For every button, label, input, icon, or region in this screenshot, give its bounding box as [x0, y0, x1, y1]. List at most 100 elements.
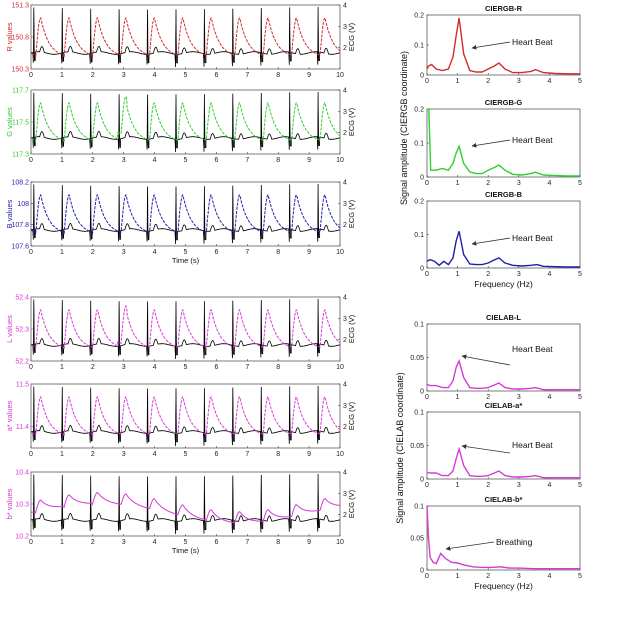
- x-tick-label: 6: [214, 539, 218, 546]
- x-tick-label: 0: [425, 78, 429, 85]
- y2-tick-label: 4: [343, 470, 347, 477]
- x-tick-label: 0: [29, 539, 33, 546]
- x-tick-label: 9: [307, 157, 311, 164]
- x-tick-label: 2: [486, 180, 490, 187]
- x-tick-label: 8: [276, 539, 280, 546]
- plot-frame: [426, 323, 581, 392]
- x-tick-label: 2: [486, 78, 490, 85]
- y2-axis-label: ECG (V): [347, 107, 356, 136]
- y-tick-label: 11.5: [16, 382, 29, 389]
- x-tick-label: 7: [245, 72, 249, 79]
- x-tick-label: 10: [336, 249, 344, 256]
- y-axis-label: R values: [5, 22, 14, 51]
- y-axis-label: b* values: [5, 488, 14, 519]
- x-tick-label: 10: [336, 451, 344, 458]
- x-tick-label: 1: [60, 364, 64, 371]
- panel-title: CIELAB-L: [486, 313, 521, 322]
- color-series-line: [30, 396, 341, 437]
- y-tick-label: 108.2: [11, 180, 29, 187]
- x-tick-label: 4: [547, 394, 551, 401]
- y-tick-label: 0.1: [414, 410, 424, 417]
- x-tick-label: 2: [486, 482, 490, 489]
- y2-tick-label: 3: [343, 109, 347, 116]
- spectrum-series-line: [426, 358, 580, 391]
- y-tick-label: 10.3: [15, 502, 29, 509]
- x-tick-label: 7: [245, 249, 249, 256]
- y-tick-label: 150.8: [11, 35, 29, 42]
- spectrum-series-line: [426, 230, 580, 268]
- x-tick-label: 9: [307, 451, 311, 458]
- spectrum-series-line: [427, 108, 580, 177]
- annotation-text: Heart Beat: [512, 37, 553, 47]
- x-tick-label: 2: [486, 573, 490, 580]
- x-tick-label: 1: [456, 482, 460, 489]
- x-axis-label: Frequency (Hz): [474, 279, 533, 289]
- x-tick-label: 0: [29, 451, 33, 458]
- color-series-line: [30, 17, 341, 58]
- panel-g-values: 0 1 2 3 4 5 6 7 8 9 10 117.3 117.5 117.7 2 3 4 G values EC…: [5, 88, 356, 165]
- y-tick-label: 0.05: [410, 443, 424, 450]
- x-tick-label: 1: [456, 180, 460, 187]
- x-tick-label: 5: [578, 573, 582, 580]
- y-tick-label: 117.7: [12, 88, 29, 95]
- x-tick-label: 4: [547, 482, 551, 489]
- y2-tick-label: 4: [343, 295, 347, 302]
- annotation-text: Heart Beat: [512, 440, 553, 450]
- color-series-line: [31, 491, 340, 524]
- x-tick-label: 1: [456, 78, 460, 85]
- plot-frame: [30, 471, 341, 537]
- spectrum-cielab-l: CIELAB-L 0 1 2 3 4 5 0 0.05 0.1: [410, 313, 582, 401]
- spectrum-cielab-a: CIELAB-a* 0 1 2 3 4 5 0 0.05 0.1: [410, 401, 582, 489]
- x-tick-label: 0: [425, 482, 429, 489]
- x-tick-label: 1: [456, 394, 460, 401]
- x-tick-label: 5: [578, 78, 582, 85]
- y-tick-label: 0: [420, 389, 424, 396]
- x-tick-label: 0: [29, 249, 33, 256]
- x-tick-label: 3: [122, 364, 126, 371]
- x-tick-label: 2: [486, 394, 490, 401]
- annotation-text: Breathing: [496, 537, 533, 547]
- panel-title: CIERGB-B: [485, 190, 523, 199]
- x-tick-label: 6: [214, 364, 218, 371]
- panel-title: CIERGB-G: [485, 98, 523, 107]
- x-tick-label: 3: [122, 451, 126, 458]
- y2-tick-label: 3: [343, 24, 347, 31]
- x-tick-label: 8: [276, 451, 280, 458]
- annotation-heart-beat-a: Heart Beat: [461, 440, 553, 454]
- x-tick-label: 2: [91, 72, 95, 79]
- annotation-heart-beat-l: Heart Beat: [461, 344, 553, 366]
- x-tick-label: 0: [425, 573, 429, 580]
- x-tick-label: 0: [425, 394, 429, 401]
- color-series-line: [30, 95, 341, 143]
- x-axis-label: Time (s): [172, 546, 200, 555]
- x-tick-label: 5: [184, 157, 188, 164]
- x-tick-label: 0: [425, 180, 429, 187]
- y-tick-label: 150.3: [11, 67, 29, 74]
- y2-tick-label: 4: [343, 382, 347, 389]
- color-series-line: [30, 305, 341, 350]
- y2-tick-label: 4: [343, 88, 347, 95]
- x-tick-label: 4: [547, 180, 551, 187]
- y-tick-label: 0: [420, 477, 424, 484]
- x-tick-label: 7: [245, 157, 249, 164]
- panel-title: CIERGB-R: [485, 4, 523, 13]
- spectrum-series-line: [426, 505, 580, 570]
- x-tick-label: 9: [307, 72, 311, 79]
- x-tick-label: 3: [517, 180, 521, 187]
- y-tick-label: 52.4: [15, 295, 29, 302]
- x-tick-label: 5: [184, 451, 188, 458]
- x-tick-label: 5: [184, 72, 188, 79]
- plot-frame: [30, 296, 341, 362]
- y2-tick-label: 3: [343, 491, 347, 498]
- x-tick-label: 4: [547, 271, 551, 278]
- x-tick-label: 5: [578, 394, 582, 401]
- x-tick-label: 1: [60, 451, 64, 458]
- x-tick-label: 7: [245, 539, 249, 546]
- y-tick-label: 0.2: [414, 199, 424, 206]
- x-tick-label: 9: [307, 249, 311, 256]
- x-tick-label: 6: [214, 451, 218, 458]
- x-tick-label: 0: [29, 157, 33, 164]
- x-tick-label: 4: [153, 364, 157, 371]
- y2-tick-label: 4: [343, 180, 347, 187]
- y-tick-label: 52.2: [15, 359, 29, 366]
